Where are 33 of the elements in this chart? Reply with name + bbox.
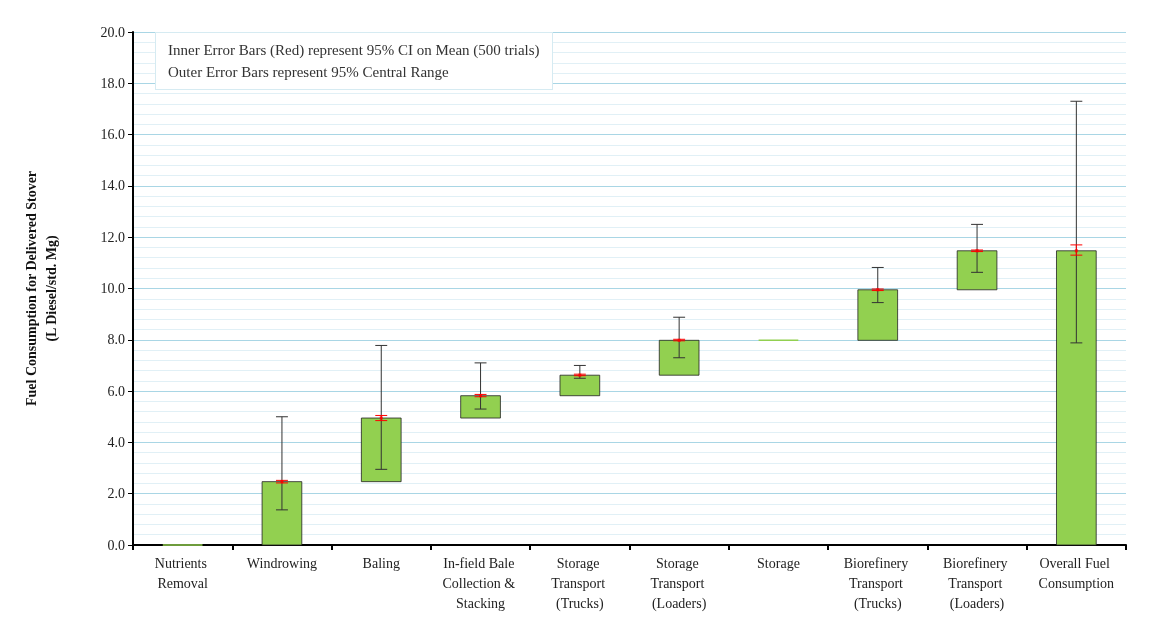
bar: [658, 339, 700, 376]
x-tick-label: Storage Transport (Loaders): [650, 555, 708, 612]
note-box: Inner Error Bars (Red) represent 95% CI on Mean (500 trials) Outer Error Bars represent 95% Central Range: [155, 32, 553, 90]
annotation: Inner Error Bars (Red) represent 95% CI on Mean (500 trials): [168, 41, 540, 60]
x-tick-label: Storage: [757, 555, 800, 571]
bar: [1056, 250, 1097, 546]
y-tick-label: 10.0: [100, 281, 125, 296]
bar: [559, 374, 601, 397]
bar: [261, 481, 303, 546]
y-tick-label: 4.0: [107, 434, 125, 450]
y-tick-label: 6.0: [107, 383, 125, 399]
x-tick-label: Baling: [362, 555, 400, 571]
y-tick-label: 2.0: [107, 486, 125, 502]
x-tick-label: Biorefinery Transport (Trucks): [843, 555, 912, 612]
x-tick-label: Windrowing: [246, 555, 318, 571]
x-tick-label: Overall Fuel Consumption: [1038, 555, 1115, 591]
x-tick-label: Nutrients Removal: [154, 555, 211, 591]
annotation: Outer Error Bars represent 95% Central Range: [168, 63, 450, 82]
x-tick-label: Biorefinery Transport (Loaders): [943, 555, 1012, 612]
x-tick-label: Storage Transport (Trucks): [551, 555, 609, 612]
y-tick-label: 12.0: [100, 229, 125, 245]
y-tick-label: 0.0: [107, 537, 125, 553]
bar: [360, 417, 402, 483]
bar: [956, 250, 998, 291]
y-tick-label: 14.0: [100, 178, 125, 194]
y-axis-title: Fuel Consumption for Delivered Stover (L Diesel/std. Mg): [23, 170, 60, 407]
y-tick-label: 8.0: [107, 332, 125, 348]
bar: [857, 289, 899, 341]
y-tick-label: 16.0: [100, 127, 125, 143]
x-tick-label: In-field Bale Collection & Stacking: [442, 555, 519, 611]
y-tick-label: 18.0: [100, 75, 125, 91]
bar: [460, 395, 501, 419]
y-tick-label: 20.0: [100, 24, 125, 40]
